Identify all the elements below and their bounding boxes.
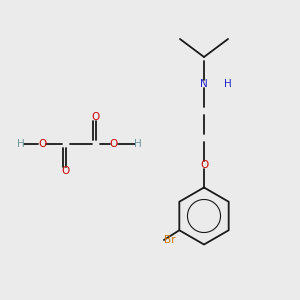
Text: H: H (224, 79, 232, 89)
Text: H: H (134, 139, 142, 149)
Text: H: H (17, 139, 25, 149)
Text: O: O (38, 139, 46, 149)
Text: Br: Br (164, 235, 175, 245)
Text: O: O (92, 112, 100, 122)
Text: O: O (62, 166, 70, 176)
Text: O: O (110, 139, 118, 149)
Text: O: O (200, 160, 208, 170)
Text: N: N (200, 79, 208, 89)
